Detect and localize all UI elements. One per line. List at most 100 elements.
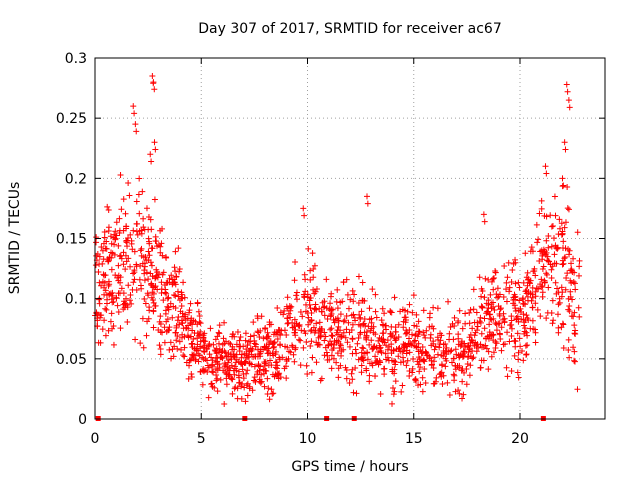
data-point: [148, 245, 155, 252]
data-point: [299, 313, 306, 320]
data-point: [310, 274, 317, 281]
data-point: [244, 367, 251, 374]
data-point: [392, 324, 399, 331]
data-point: [170, 303, 177, 310]
data-point: [403, 330, 410, 337]
data-point: [265, 385, 272, 392]
data-point: [569, 296, 576, 303]
data-point: [324, 352, 331, 359]
data-point: [163, 290, 170, 297]
data-point: [484, 308, 491, 315]
data-point: [124, 243, 131, 250]
data-point: [120, 196, 127, 203]
data-point: [289, 344, 296, 351]
data-point: [152, 283, 159, 290]
data-point: [516, 335, 523, 342]
data-point: [174, 317, 181, 324]
data-point: [434, 351, 441, 358]
data-point: [161, 339, 168, 346]
data-point: [118, 255, 125, 262]
data-point: [246, 383, 253, 390]
data-point: [565, 347, 572, 354]
data-point: [303, 338, 310, 345]
data-point: [330, 355, 337, 362]
data-point: [194, 299, 201, 306]
x-tick-label: 0: [91, 431, 100, 447]
data-point: [176, 268, 183, 275]
data-point: [350, 298, 357, 305]
data-point: [157, 227, 164, 234]
data-point: [176, 265, 183, 272]
data-point: [515, 349, 522, 356]
data-point: [506, 338, 513, 345]
data-point: [195, 308, 202, 315]
data-point: [96, 300, 103, 307]
data-point: [459, 365, 466, 372]
data-point: [215, 340, 222, 347]
data-point: [98, 282, 105, 289]
data-point: [349, 336, 356, 343]
data-point: [410, 356, 417, 363]
data-point: [223, 371, 230, 378]
data-point: [419, 374, 426, 381]
data-point: [242, 337, 249, 344]
data-point: [123, 258, 130, 265]
data-point: [215, 329, 222, 336]
data-point: [461, 369, 468, 376]
data-point: [391, 357, 398, 364]
data-point: [120, 249, 127, 256]
data-point: [92, 262, 99, 269]
data-point: [251, 374, 258, 381]
data-point: [375, 337, 382, 344]
data-point: [335, 374, 342, 381]
data-point: [360, 345, 367, 352]
data-point: [155, 241, 162, 248]
data-point: [529, 317, 536, 324]
data-point: [167, 339, 174, 346]
data-point: [545, 244, 552, 251]
data-point: [439, 362, 446, 369]
data-point: [464, 343, 471, 350]
data-point: [477, 319, 484, 326]
data-point: [237, 343, 244, 350]
y-tick-label: 0.15: [56, 232, 87, 248]
data-point: [156, 342, 163, 349]
data-point: [93, 239, 100, 246]
data-point: [261, 383, 268, 390]
data-point: [102, 332, 109, 339]
data-point: [304, 371, 311, 378]
data-point: [181, 294, 188, 301]
data-point: [459, 378, 466, 385]
data-point: [139, 315, 146, 322]
data-point: [345, 305, 352, 312]
data-point: [392, 358, 399, 365]
data-point: [397, 348, 404, 355]
data-point: [151, 86, 158, 93]
data-point: [213, 371, 220, 378]
data-points: [92, 73, 583, 407]
data-point: [340, 329, 347, 336]
data-point: [274, 335, 281, 342]
data-point: [129, 286, 136, 293]
data-point: [558, 220, 565, 227]
data-point: [568, 266, 575, 273]
data-point: [337, 311, 344, 318]
data-point: [199, 381, 206, 388]
data-point: [168, 355, 175, 362]
data-point: [529, 294, 536, 301]
data-point: [123, 223, 130, 230]
data-point: [503, 279, 510, 286]
data-point: [328, 310, 335, 317]
data-point: [186, 357, 193, 364]
data-point: [173, 273, 180, 280]
data-point: [500, 310, 507, 317]
data-point: [490, 315, 497, 322]
data-point: [214, 367, 221, 374]
data-point: [489, 275, 496, 282]
data-point: [230, 331, 237, 338]
data-point: [452, 388, 459, 395]
data-point: [283, 332, 290, 339]
data-point: [115, 242, 122, 249]
data-point: [137, 262, 144, 269]
data-point: [182, 316, 189, 323]
